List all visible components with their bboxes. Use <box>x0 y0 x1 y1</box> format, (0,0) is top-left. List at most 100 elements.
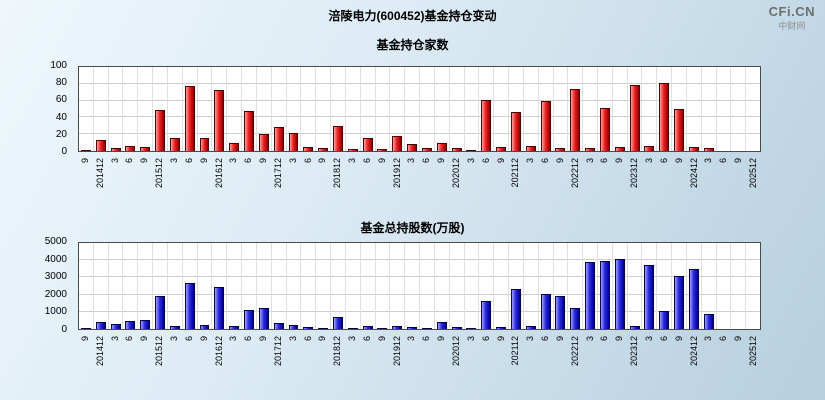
bar-slot <box>641 243 656 329</box>
bar <box>377 149 388 151</box>
bar-slot <box>478 243 493 329</box>
bar-slot <box>671 243 686 329</box>
x-tick-label: 201812 <box>332 336 343 367</box>
cfi-logo-subtext: 中财网 <box>778 21 806 31</box>
x-tick-slot: 9 <box>553 333 568 391</box>
x-tick-label: 3 <box>287 158 298 164</box>
fund-total-shares-chart-title: 基金总持股数(万股) <box>360 221 465 235</box>
bar-slot <box>285 67 301 151</box>
x-tick-label: 3 <box>109 336 120 342</box>
x-tick-label: 202012 <box>451 336 462 367</box>
x-tick-slot: 6 <box>301 155 316 213</box>
x-tick-label: 202012 <box>451 158 462 189</box>
x-tick-slot: 201712 <box>271 333 286 391</box>
bar <box>288 325 299 329</box>
bar <box>140 146 151 151</box>
x-tick-slot: 3 <box>345 155 360 213</box>
x-tick-label: 9 <box>614 336 625 342</box>
bar <box>451 147 462 151</box>
bar-slot <box>478 67 493 151</box>
bar <box>466 150 477 151</box>
x-tick-label: 3 <box>703 158 714 164</box>
x-tick-slot: 3 <box>108 155 123 213</box>
bar <box>333 125 343 151</box>
bar <box>273 126 284 151</box>
x-tick-label: 201512 <box>154 336 165 367</box>
bar-slot <box>300 243 315 329</box>
bar-slot <box>671 67 686 151</box>
x-tick-slot: 9 <box>375 155 390 213</box>
bar-slot <box>270 243 286 329</box>
x-tick-slot: 201612 <box>212 155 227 213</box>
bar <box>585 148 596 151</box>
bar <box>347 149 358 151</box>
x-tick-slot: 9 <box>256 333 271 391</box>
x-tick-label: 6 <box>302 158 313 164</box>
bar <box>229 326 240 329</box>
x-tick-label: 3 <box>465 158 476 164</box>
bar-slot <box>359 67 375 151</box>
cfi-logo: CFi.CN 中财网 <box>769 4 815 32</box>
x-tick-label: 201712 <box>272 158 283 189</box>
bar <box>155 109 166 151</box>
x-tick-slot: 3 <box>464 155 479 213</box>
bar-slot <box>196 243 212 329</box>
x-tick-slot: 9 <box>434 333 449 391</box>
x-tick-label: 6 <box>480 336 491 342</box>
bar-slot <box>433 67 449 151</box>
x-tick-slot: 202512 <box>746 155 761 213</box>
bar-slot <box>611 243 627 329</box>
fund-holder-count-x-axis: 9 201412 3 6 9 201512 3 6 9 201612 3 6 9 201712 3 6 9 201… <box>78 155 761 213</box>
bar <box>184 283 195 329</box>
bar <box>436 322 447 329</box>
x-tick-label: 9 <box>436 336 447 342</box>
x-tick-slot: 9 <box>434 155 449 213</box>
bar <box>347 328 358 329</box>
bar <box>155 296 166 329</box>
x-tick-label: 3 <box>525 336 536 342</box>
x-tick-slot: 9 <box>375 333 390 391</box>
x-tick-label: 9 <box>673 158 684 164</box>
x-tick-slot: 202012 <box>449 333 464 391</box>
x-tick-slot: 3 <box>523 333 538 391</box>
x-tick-label: 6 <box>480 158 491 164</box>
bar <box>688 268 699 329</box>
fund-holder-count-y-axis: 0 20 40 60 80 100 <box>0 61 72 157</box>
bar-slot <box>463 67 479 151</box>
bar <box>466 328 477 329</box>
bar-slot <box>181 243 197 329</box>
x-tick-slot: 6 <box>123 155 138 213</box>
x-tick-label: 3 <box>406 336 417 342</box>
x-tick-slot: 6 <box>241 333 256 391</box>
bar-slot <box>433 243 449 329</box>
x-tick-label: 9 <box>139 158 150 164</box>
x-tick-label: 3 <box>703 336 714 342</box>
x-tick-slot: 6 <box>598 333 613 391</box>
bar-slot <box>122 67 137 151</box>
bar-slot <box>211 67 226 151</box>
x-tick-slot: 9 <box>553 155 568 213</box>
bar <box>599 108 610 151</box>
x-tick-slot: 6 <box>241 155 256 213</box>
x-tick-label: 201712 <box>272 336 283 367</box>
x-tick-slot: 6 <box>182 333 197 391</box>
bar-slots <box>79 243 760 329</box>
bar-slot <box>567 243 582 329</box>
bar <box>421 148 432 151</box>
bar <box>303 326 314 329</box>
x-tick-slot: 6 <box>123 333 138 391</box>
bar-slot <box>92 67 108 151</box>
bar <box>95 322 106 329</box>
bar-slot <box>255 67 271 151</box>
bar-slot <box>344 67 360 151</box>
bar-slot <box>226 67 241 151</box>
bar-slot <box>715 67 731 151</box>
x-tick-label: 3 <box>584 336 595 342</box>
bar-slot <box>641 67 656 151</box>
x-tick-slot: 9 <box>316 333 331 391</box>
bar <box>614 146 625 151</box>
x-tick-slot: 9 <box>612 155 627 213</box>
bar-slot <box>404 67 419 151</box>
x-tick-slot: 9 <box>197 333 212 391</box>
x-tick-label: 6 <box>183 336 194 342</box>
